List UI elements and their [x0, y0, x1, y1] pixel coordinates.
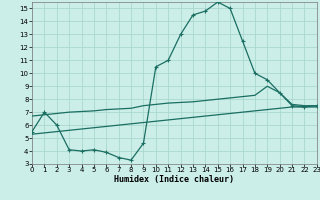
- X-axis label: Humidex (Indice chaleur): Humidex (Indice chaleur): [115, 175, 234, 184]
